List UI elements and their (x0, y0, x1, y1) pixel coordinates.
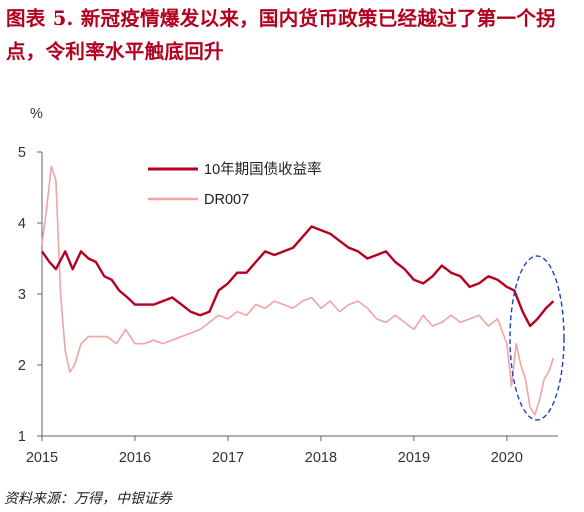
x-tick-label: 2015 (26, 450, 58, 466)
x-tick-label: 2019 (398, 450, 430, 466)
highlight-ellipse (509, 255, 565, 421)
x-ticks: 2015 2016 2017 2018 2019 2020 (26, 436, 523, 466)
chart-title: 图表 5. 新冠疫情爆发以来，国内货币政策已经越过了第一个拐点，令利率水平触底回… (6, 7, 556, 63)
y-tick-label: 3 (18, 287, 26, 303)
y-axis-label: % (30, 106, 43, 122)
legend: 10年期国债收益率 DR007 (148, 161, 322, 208)
legend-dr007-label: DR007 (204, 192, 249, 208)
x-tick-label: 2018 (305, 450, 337, 466)
series-lines (41, 165, 555, 416)
x-tick-label: 2020 (491, 450, 523, 466)
legend-bond-label: 10年期国债收益率 (204, 161, 322, 178)
y-tick-label: 5 (18, 145, 26, 161)
x-tick-label: 2016 (119, 450, 151, 466)
y-tick-label: 2 (18, 358, 26, 374)
y-tick-label: 1 (18, 429, 26, 445)
series-line-10y-bond (41, 225, 555, 328)
series-line-dr007 (41, 165, 555, 416)
x-tick-label: 2017 (212, 450, 244, 466)
y-ticks: 1 2 3 4 5 (18, 145, 42, 445)
source-note: 资料来源：万得，中银证券 (4, 491, 172, 507)
y-tick-label: 4 (18, 216, 26, 232)
